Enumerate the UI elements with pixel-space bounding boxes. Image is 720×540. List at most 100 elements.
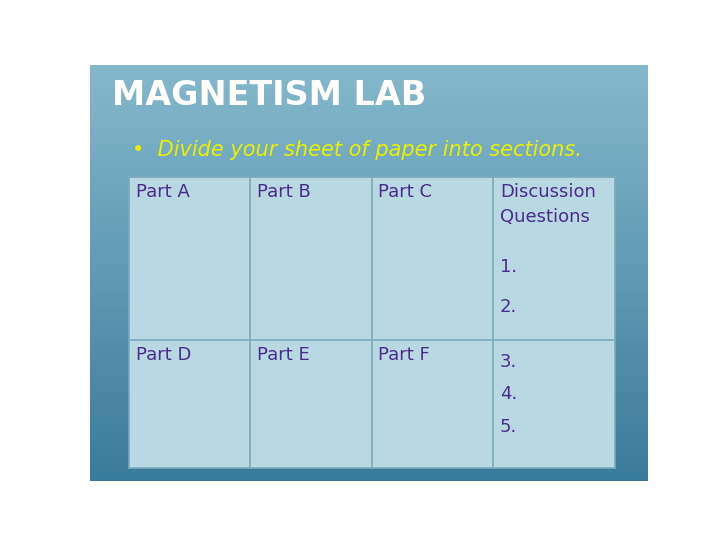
Bar [90, 208, 648, 210]
Bar [90, 381, 648, 383]
Bar [90, 283, 648, 285]
Bar [90, 102, 648, 104]
Bar [90, 200, 648, 202]
Bar [90, 250, 648, 252]
Bar [90, 75, 648, 77]
Bar [90, 87, 648, 90]
Bar [90, 449, 648, 451]
Bar [90, 136, 648, 138]
Bar [90, 175, 648, 177]
Bar [90, 424, 648, 427]
Bar [90, 100, 648, 102]
Bar [90, 470, 648, 472]
Text: 4.: 4. [500, 386, 517, 403]
Bar [90, 244, 648, 246]
Bar [90, 206, 648, 208]
Bar [90, 331, 648, 333]
Bar [90, 221, 648, 223]
Bar [90, 154, 648, 156]
Bar [90, 123, 648, 125]
Bar [90, 258, 648, 260]
Text: •  Divide your sheet of paper into sections.: • Divide your sheet of paper into sectio… [132, 140, 582, 160]
Text: Part C: Part C [379, 183, 433, 201]
Text: 1.: 1. [500, 258, 517, 276]
Bar [90, 472, 648, 474]
Bar [90, 90, 648, 92]
Bar [90, 308, 648, 310]
Text: Part A: Part A [136, 183, 189, 201]
Bar [90, 190, 648, 192]
Bar [90, 368, 648, 370]
Bar [90, 219, 648, 221]
Text: Part E: Part E [257, 346, 310, 364]
Bar [90, 333, 648, 335]
Bar [90, 227, 648, 229]
Bar [90, 119, 648, 121]
Bar [90, 474, 648, 476]
Bar [90, 416, 648, 418]
Bar [90, 292, 648, 294]
Bar [90, 106, 648, 109]
Bar [90, 262, 648, 265]
Bar [90, 156, 648, 158]
Bar [90, 229, 648, 231]
Bar [90, 231, 648, 233]
Bar [90, 322, 648, 325]
Bar [90, 225, 648, 227]
Bar [90, 109, 648, 111]
Bar [90, 138, 648, 140]
Bar [90, 210, 648, 212]
Text: Discussion
Questions: Discussion Questions [500, 183, 595, 226]
Bar [90, 268, 648, 271]
Bar [90, 146, 648, 148]
Text: 2.: 2. [500, 299, 517, 316]
Bar [90, 433, 648, 435]
Bar [90, 233, 648, 235]
Bar [90, 387, 648, 389]
Bar [90, 167, 648, 168]
Bar [90, 239, 648, 241]
Bar [90, 202, 648, 204]
Bar [90, 393, 648, 395]
Bar [90, 114, 648, 117]
Bar [90, 275, 648, 277]
Bar [90, 446, 648, 447]
Bar [90, 79, 648, 82]
Bar [90, 223, 648, 225]
Bar [129, 177, 615, 468]
Bar [90, 129, 648, 131]
Bar [90, 273, 648, 275]
Bar [90, 389, 648, 391]
Bar [90, 429, 648, 431]
Bar [90, 187, 648, 190]
Bar [90, 391, 648, 393]
Bar [90, 254, 648, 256]
Bar [90, 360, 648, 362]
Bar [90, 343, 648, 346]
Bar [90, 217, 648, 219]
Bar [90, 85, 648, 87]
Bar [90, 163, 648, 165]
Bar [90, 196, 648, 198]
Bar [90, 335, 648, 337]
Bar [90, 327, 648, 329]
Bar [90, 422, 648, 424]
Bar [90, 121, 648, 123]
Bar [90, 82, 648, 84]
Bar [90, 71, 648, 73]
Bar [90, 241, 648, 244]
Bar [90, 358, 648, 360]
Bar [90, 441, 648, 443]
Bar [90, 314, 648, 316]
Bar [90, 346, 648, 348]
Bar [90, 168, 648, 171]
Bar [90, 177, 648, 179]
Bar [90, 364, 648, 366]
Bar [90, 141, 648, 144]
Bar [90, 337, 648, 339]
Bar [90, 183, 648, 185]
Bar [90, 65, 648, 67]
Bar [90, 294, 648, 295]
Bar [90, 373, 648, 375]
Bar [90, 281, 648, 283]
